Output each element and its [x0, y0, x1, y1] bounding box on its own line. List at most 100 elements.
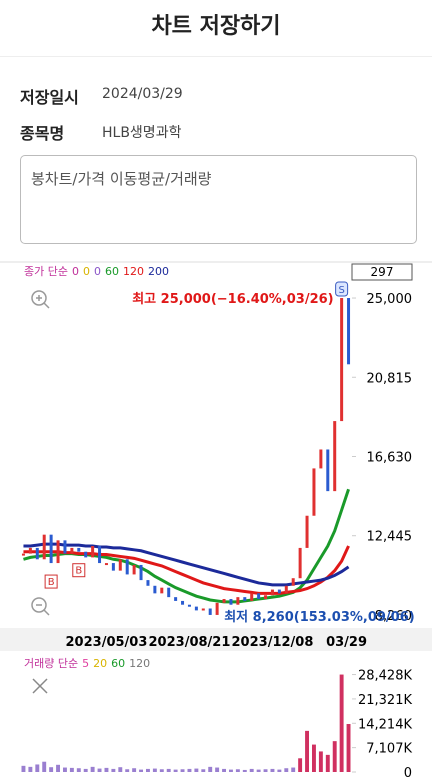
volume-bar	[263, 769, 268, 772]
candle	[333, 421, 337, 492]
candle	[291, 578, 295, 586]
volume-bar	[229, 769, 233, 772]
volume-bar	[318, 751, 323, 772]
legend-item: 0	[94, 265, 101, 278]
stock-label: 종목명	[20, 124, 65, 143]
candle	[98, 546, 102, 564]
y-tick-label: 28,428K	[358, 669, 412, 684]
volume-bar	[28, 766, 33, 772]
candle	[264, 595, 268, 600]
y-tick-label: 12,445	[367, 530, 413, 545]
close-icon[interactable]	[32, 678, 48, 694]
legend-item: 120	[129, 657, 150, 670]
candle	[84, 551, 88, 558]
legend-title: 종가 단순	[24, 265, 68, 278]
volume-bar	[346, 724, 351, 772]
volume-bar	[42, 761, 47, 772]
candle	[250, 593, 254, 601]
candle	[215, 602, 219, 615]
volume-bar	[166, 768, 171, 772]
candle	[56, 540, 60, 564]
annotation-low: 최저 8,260(153.03%,09/06)	[224, 610, 415, 625]
volume-bar	[201, 769, 206, 772]
y-tick-label: 7,107K	[366, 742, 412, 757]
y-tick-label: 0	[404, 766, 412, 781]
volume-bar	[90, 766, 95, 772]
candle	[35, 547, 39, 560]
candle	[277, 589, 281, 594]
volume-bar	[56, 764, 60, 772]
x-tick-label: 2023/12/08	[232, 635, 314, 650]
candle	[326, 449, 330, 492]
candle	[118, 559, 122, 571]
x-tick-label: 2023/08/21	[149, 635, 231, 650]
volume-bar	[63, 767, 67, 772]
buy-marker-box	[44, 574, 58, 589]
candle	[340, 298, 344, 422]
memo-box[interactable]: 봉차트/가격 이동평균/거래량	[20, 155, 417, 244]
volume-bar	[139, 769, 143, 772]
candle	[42, 534, 46, 560]
memo-text: 봉차트/가격 이동평균/거래량	[31, 170, 212, 188]
sell-marker: S	[338, 285, 344, 296]
candle	[91, 546, 95, 558]
volume-bar	[146, 768, 150, 772]
volume-bar	[277, 769, 282, 772]
volume-bar	[208, 766, 213, 772]
date-value: 2024/03/29	[102, 86, 183, 102]
candle	[153, 585, 157, 594]
volume-bar	[305, 730, 309, 772]
candle	[132, 564, 136, 575]
volume-bar	[35, 764, 40, 772]
volume-bar	[97, 768, 102, 772]
volume-bar	[298, 758, 303, 772]
candle	[222, 599, 226, 603]
date-strip	[0, 628, 432, 651]
count: 297	[371, 265, 394, 279]
candle	[111, 563, 115, 571]
volume-bar	[235, 769, 240, 772]
legend-item: 200	[148, 265, 169, 278]
stock-value: HLB생명과학	[102, 125, 182, 141]
volume-bar	[159, 769, 164, 772]
candle	[243, 597, 247, 601]
candle	[160, 587, 164, 594]
volume-bar	[332, 741, 337, 772]
candle	[298, 547, 302, 579]
volume-bar	[104, 767, 109, 772]
buy-marker: B	[75, 566, 82, 577]
chart: 종가 단순 0 0 0 60 120 200 2978,26012,44516,63020,8…	[0, 261, 432, 781]
legend-title: 거래량 단순	[24, 657, 78, 670]
candle	[347, 298, 351, 365]
volume-bar	[49, 767, 54, 772]
legend-item: 20	[93, 657, 107, 670]
candle	[201, 608, 205, 611]
volume-bar	[69, 767, 74, 772]
zoom-in[interactable]	[31, 290, 50, 309]
volume-bar	[270, 768, 275, 772]
legend-item: 60	[111, 657, 125, 670]
candle	[63, 540, 67, 554]
candle	[187, 604, 191, 607]
legend-item: 120	[123, 265, 144, 278]
legend-item: 5	[82, 657, 89, 670]
volume-bar	[215, 767, 220, 772]
volume-bar	[173, 769, 178, 772]
volume-bar	[222, 768, 226, 772]
candle	[139, 564, 143, 581]
annotation-high: 최고 25,000(−16.40%,03/26)	[132, 292, 333, 307]
y-tick-label: 14,214K	[358, 717, 412, 732]
candle	[70, 547, 74, 554]
volume-bar	[132, 768, 137, 772]
x-tick-label: 03/29	[326, 635, 367, 650]
legend: 거래량 단순 5 20 60 120	[24, 657, 150, 670]
zoom-out[interactable]	[31, 597, 50, 616]
volume-bar	[118, 767, 123, 772]
legend-item: 0	[72, 265, 79, 278]
candle	[21, 553, 25, 556]
volume-bar	[194, 768, 199, 772]
volume-bar	[187, 768, 192, 772]
candle	[125, 559, 129, 575]
candle	[49, 534, 53, 564]
y-tick-label: 21,321K	[358, 693, 412, 708]
